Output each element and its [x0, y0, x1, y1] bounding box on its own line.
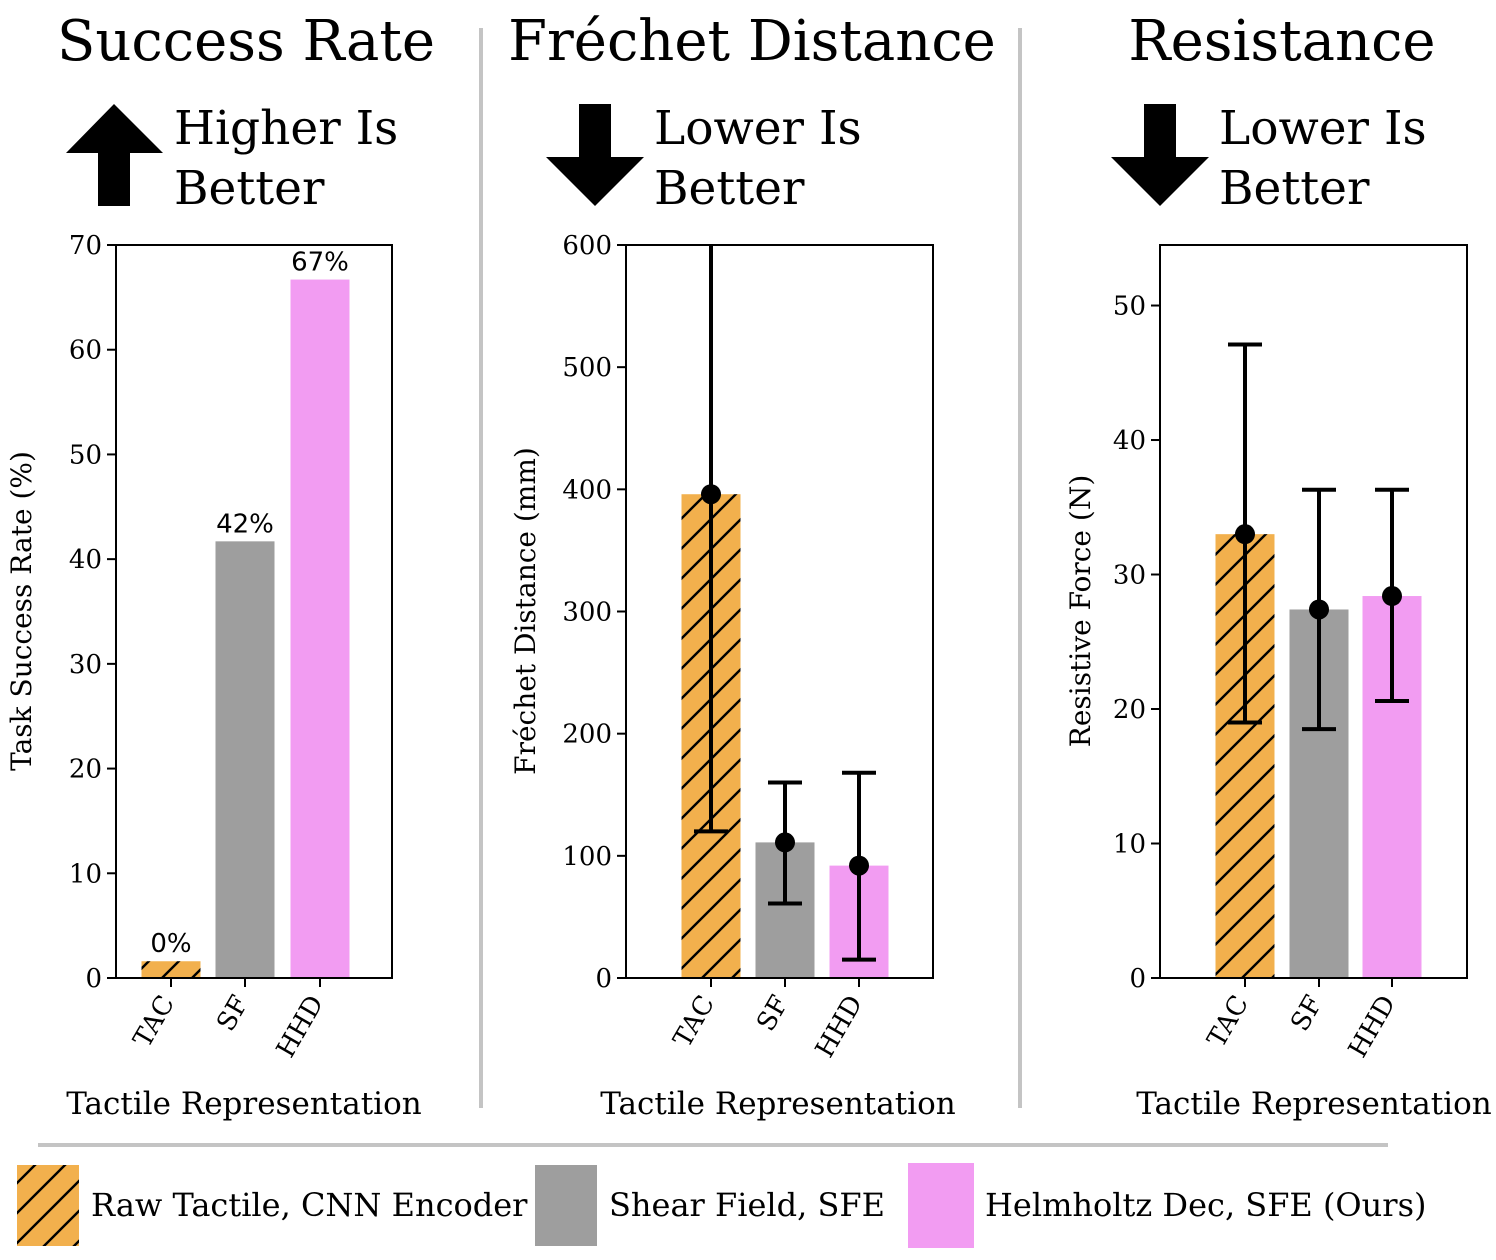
bar-hhd	[290, 279, 350, 978]
x-tick-label: HHD	[271, 991, 330, 1063]
plot-frame	[625, 244, 934, 979]
mean-point	[849, 855, 869, 876]
bar-sf	[215, 541, 275, 978]
legend-item-shear-field: Shear Field, SFE	[535, 1165, 885, 1246]
y-tick-label: 40	[1113, 426, 1146, 456]
x-tick-label: HHD	[810, 991, 869, 1063]
x-tick-label: SF	[211, 991, 255, 1037]
subtitle-line-1: Lower Is	[1219, 101, 1427, 156]
x-tick-label: TAC	[668, 991, 721, 1053]
y-tick-label: 10	[69, 859, 102, 889]
legend-label: Helmholtz Dec, SFE (Ours)	[985, 1186, 1426, 1224]
subtitle-line-1: Lower Is	[654, 101, 862, 156]
panel-title: Fréchet Distance	[508, 9, 996, 74]
y-tick-label: 100	[562, 842, 612, 872]
data-label: 42%	[216, 509, 274, 539]
subtitle-line-2: Better	[654, 161, 805, 216]
subtitle-line-2: Better	[1219, 161, 1370, 216]
legend-swatch	[535, 1165, 597, 1246]
y-axis-label: Resistive Force (N)	[1064, 475, 1097, 747]
y-axis-label: Task Success Rate (%)	[5, 451, 38, 771]
mean-point	[1235, 524, 1255, 545]
subtitle-line-1: Higher Is	[174, 101, 398, 156]
data-label: 0%	[150, 929, 191, 959]
y-tick-label: 20	[69, 755, 102, 785]
panel-resistance: Resistance Lower Is Better Resistive For…	[1064, 9, 1492, 1122]
x-tick-label: HHD	[1343, 991, 1402, 1063]
y-tick-label: 20	[1113, 695, 1146, 725]
x-tick-label: TAC	[128, 991, 181, 1053]
x-axis-label: Tactile Representation	[66, 1086, 421, 1122]
y-tick-label: 200	[562, 720, 612, 750]
y-tick-label: 60	[69, 336, 102, 366]
legend-item-raw-tactile: Raw Tactile, CNN Encoder	[17, 1165, 528, 1246]
arrow-down-icon	[546, 104, 644, 206]
plot-frame	[115, 244, 393, 979]
mean-point	[701, 484, 721, 505]
legend-swatch-hatch	[17, 1165, 79, 1246]
y-tick-label: 400	[562, 475, 612, 505]
legend-item-helmholtz: Helmholtz Dec, SFE (Ours)	[908, 1163, 1426, 1248]
y-tick-label: 0	[595, 964, 612, 994]
bar-hatch-tac	[141, 961, 201, 978]
y-tick-label: 70	[69, 231, 102, 261]
y-tick-label: 600	[562, 231, 612, 261]
arrow-down-icon	[1111, 104, 1209, 206]
arrow-up-icon	[66, 104, 163, 206]
y-tick-label: 30	[69, 650, 102, 680]
y-tick-label: 30	[1113, 561, 1146, 591]
panel-frechet-distance: Fréchet Distance Lower Is Better Fréchet…	[508, 9, 996, 1122]
y-tick-label: 40	[69, 545, 102, 575]
plot-frame	[1159, 244, 1468, 979]
mean-point	[1309, 599, 1329, 620]
legend: Raw Tactile, CNN Encoder Shear Field, SF…	[17, 1163, 1426, 1248]
x-tick-label: TAC	[1202, 991, 1255, 1053]
legend-label: Raw Tactile, CNN Encoder	[91, 1186, 528, 1224]
x-axis-label: Tactile Representation	[1136, 1086, 1491, 1122]
panel-title: Success Rate	[57, 9, 435, 74]
y-tick-label: 300	[562, 598, 612, 628]
subtitle-line-2: Better	[174, 161, 325, 216]
y-tick-label: 500	[562, 353, 612, 383]
y-axis-label: Fréchet Distance (mm)	[509, 447, 542, 775]
panel-success-rate: Success Rate Higher Is Better Task Succe…	[5, 9, 435, 1122]
x-tick-label: SF	[751, 991, 795, 1037]
legend-label: Shear Field, SFE	[609, 1186, 885, 1224]
mean-point	[775, 832, 795, 853]
y-tick-label: 0	[85, 964, 102, 994]
y-tick-label: 0	[1129, 964, 1146, 994]
data-label: 67%	[291, 248, 349, 278]
panel-title: Resistance	[1128, 9, 1435, 74]
x-tick-label: SF	[1285, 991, 1329, 1037]
y-tick-label: 50	[69, 440, 102, 470]
y-tick-label: 50	[1113, 292, 1146, 322]
mean-point	[1382, 586, 1402, 607]
legend-swatch	[908, 1163, 974, 1248]
x-axis-label: Tactile Representation	[600, 1086, 955, 1122]
y-tick-label: 10	[1113, 830, 1146, 860]
